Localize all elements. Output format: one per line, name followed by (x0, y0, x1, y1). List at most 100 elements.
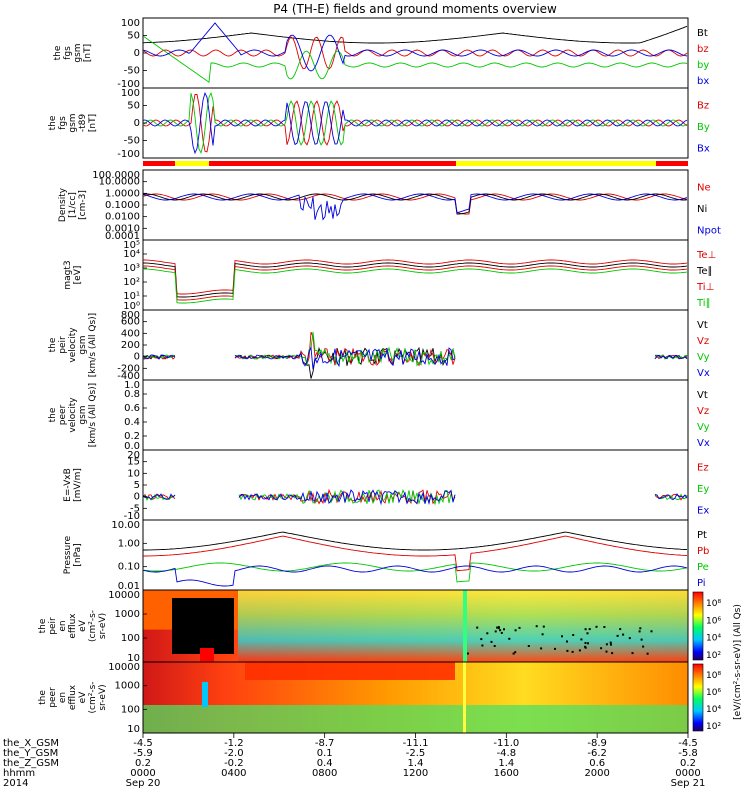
legend-label-Vx: Vx (697, 438, 710, 449)
spectrogram-speckle (587, 642, 589, 645)
colorbar-tick-label: 10⁸ (706, 671, 721, 681)
trace-group (143, 193, 688, 221)
y-axis-label-line: sr-eV) (98, 613, 108, 639)
legend-label-Bz: Bz (697, 101, 709, 112)
spectrogram-cool-spot (202, 682, 208, 707)
panel-frame (142, 87, 689, 159)
legend-label-Vt: Vt (697, 320, 708, 331)
x-axis-cell-hhmm: 1600 (494, 768, 519, 779)
x-axis-cell-hhmm: 0800 (312, 768, 337, 779)
x-axis-cell-x: -8.9 (587, 738, 607, 749)
x-axis-cell-y: -5.8 (678, 748, 698, 759)
legend-label-Vx: Vx (697, 368, 710, 379)
y-axis-label-line: fgs (58, 116, 68, 130)
y-tick-label: 1000 (115, 609, 140, 620)
y-axis-label-line: eV (78, 619, 88, 632)
x-axis-cell-y: -4.8 (497, 748, 517, 759)
spectrogram-speckle (535, 625, 538, 628)
y-tick-label: 100 (121, 88, 140, 99)
spectrogram-speckle (605, 650, 608, 653)
y-axis-label-line: the (48, 337, 58, 352)
flag-red-1 (143, 161, 175, 166)
spectrogram-speckle (466, 652, 469, 655)
colorbar (692, 663, 704, 732)
y-axis-label-line: fgs (63, 46, 73, 60)
y-tick-label: 0.8 (124, 389, 140, 400)
colorbar-tick-label: 10⁶ (706, 616, 721, 626)
y-tick-label: 20 (127, 450, 140, 461)
spectrogram-speckle (609, 641, 612, 644)
legend-label-Pt: Pt (697, 530, 707, 541)
legend-label-Vy: Vy (697, 352, 710, 363)
spectrogram-speckle (554, 647, 556, 650)
y-tick-label: 0 (134, 492, 140, 503)
y-tick-label: 0.01 (118, 581, 140, 592)
y-tick-label: 0 (134, 352, 140, 363)
spectrogram-speckle (631, 652, 634, 655)
y-axis-label-line: efflux (68, 613, 78, 639)
series-line-Pt (143, 531, 688, 551)
chart-title: P4 (TH-E) fields and ground moments over… (273, 2, 557, 16)
spectrogram-speckle (566, 649, 569, 652)
legend-label-Bt: Bt (697, 28, 708, 39)
x-axis-cell-x: -11.1 (403, 738, 429, 749)
spectrogram-high-band (245, 662, 455, 680)
legend-label-Te∥: Te∥ (696, 266, 713, 277)
y-axis-label-line: (cm²-s- (88, 610, 98, 642)
x-axis-row-label: hhmm (3, 768, 35, 779)
y-tick-label: 10¹ (123, 291, 140, 302)
y-tick-label: 0.6 (124, 403, 140, 414)
x-axis-cell-z: 0.2 (135, 758, 151, 769)
y-tick-label: 10⁰ (123, 301, 140, 312)
flag-red-2 (209, 161, 456, 166)
series-line-Bt (143, 25, 688, 44)
y-tick-label: 0.0010 (105, 223, 140, 234)
spectrogram-speckle (561, 635, 563, 638)
x-axis-cell-hhmm: 2000 (584, 768, 609, 779)
spectrogram-dropout (172, 598, 234, 654)
y-axis-label-line: [eV] (73, 266, 83, 285)
legend-label-Pi: Pi (697, 578, 706, 589)
colorbar (692, 591, 704, 661)
legend-label-Bx: Bx (697, 143, 710, 154)
series-line-bz (143, 36, 688, 70)
y-tick-label: 10⁴ (123, 249, 140, 260)
colorbar-tick-label: 10⁴ (706, 634, 721, 644)
y-axis-label-line: gsm (73, 43, 83, 62)
y-tick-label: 15 (127, 457, 140, 468)
x-axis-row-label: the_Z_GSM (3, 758, 59, 769)
spectrogram-speckle (566, 640, 568, 643)
y-axis-label-line: sr-eV) (98, 684, 108, 710)
legend-label-Pe: Pe (697, 562, 709, 573)
x-axis-table: the_X_GSMthe_Y_GSMthe_Z_GSMhhmm2014-4.5-… (3, 733, 705, 789)
legend-label-by: by (697, 60, 709, 71)
legend-label-bx: bx (697, 76, 709, 87)
legend-label-Ti∥: Ti∥ (696, 298, 711, 309)
y-tick-label: 400 (121, 328, 140, 339)
flag-red-3 (656, 161, 688, 166)
y-tick-label: 0.4 (124, 417, 140, 428)
spectrogram-speckle (571, 650, 574, 653)
x-axis-cell-z: 0.6 (589, 758, 605, 769)
spectrogram-speckle (646, 652, 649, 655)
y-axis-label-line: peer (58, 404, 68, 425)
spectrogram-speckle (578, 649, 581, 652)
legend-label-bz: bz (697, 44, 709, 55)
x-axis-cell-hhmm: 0000 (130, 768, 155, 779)
y-tick-label: -200 (117, 363, 140, 374)
spectrogram-speckle (518, 626, 521, 629)
spectrogram-speckle (619, 628, 622, 631)
y-tick-label: -400 (117, 371, 140, 382)
y-tick-label: -50 (124, 136, 140, 147)
status-flag-bar (143, 160, 688, 168)
series-line-Ex (143, 489, 688, 506)
legend-label-Vt: Vt (697, 390, 708, 401)
colorbar-tick-label: 10² (706, 722, 721, 732)
colorbar-label: [eV/(cm²-s-sr-eV)] (All Qs) (733, 604, 743, 720)
spectrogram-speckle (514, 651, 517, 654)
y-axis-label-line: [nT] (83, 44, 93, 62)
panel-pressure: Pt Pb Pe Pi 10.00 1.00 0.10 0.01 Pressure [nPa] (63, 519, 709, 592)
y-tick-label: 0.0100 (105, 212, 140, 223)
y-tick-label: -100 (117, 149, 140, 160)
y-axis-label-line: E=-VxB (63, 468, 73, 502)
